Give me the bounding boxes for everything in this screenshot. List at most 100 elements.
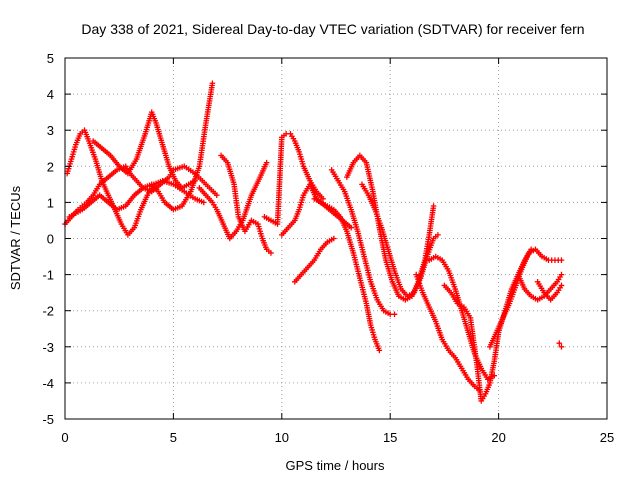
data-point <box>306 175 312 182</box>
data-point <box>556 340 563 346</box>
data-point <box>328 236 335 243</box>
x-tick-label: 5 <box>170 430 177 445</box>
data-point <box>354 226 360 232</box>
data-point <box>526 291 533 298</box>
x-tick-labels: 0 5 10 15 20 25 <box>61 430 614 445</box>
data-point <box>437 256 443 262</box>
data-point <box>328 205 335 212</box>
data-point <box>105 151 112 157</box>
data-point <box>371 204 377 211</box>
data-point <box>281 132 287 139</box>
y-tick-label: 3 <box>47 123 54 138</box>
data-point <box>335 212 342 218</box>
data-point <box>362 298 369 304</box>
data-point <box>198 198 205 205</box>
data-point <box>499 317 505 323</box>
data-point <box>212 204 219 211</box>
data-point <box>458 303 465 309</box>
data-point <box>70 211 77 218</box>
data-point <box>86 201 93 207</box>
data-point <box>252 220 259 226</box>
data-point <box>346 223 353 230</box>
data-point <box>369 186 376 193</box>
data-point <box>520 284 527 290</box>
data-point <box>130 194 136 200</box>
chart-title: Day 338 of 2021, Sidereal Day-to-day VTE… <box>81 21 584 37</box>
data-point <box>231 230 238 236</box>
data-point <box>543 256 550 262</box>
data-point <box>431 316 438 323</box>
data-point <box>334 175 340 182</box>
y-tick-label: 1 <box>47 195 54 210</box>
data-point <box>299 194 306 201</box>
data-point <box>379 305 386 312</box>
data-point <box>290 135 297 142</box>
data-point <box>295 146 302 153</box>
data-point <box>265 216 272 223</box>
data-point <box>132 158 139 164</box>
data-point <box>201 179 207 186</box>
data-point <box>451 283 458 290</box>
data-point <box>557 285 563 291</box>
data-point <box>247 219 253 226</box>
x-tick-label: 10 <box>275 430 289 445</box>
data-point <box>525 252 531 258</box>
data-point <box>258 233 265 239</box>
data-point <box>367 276 373 283</box>
data-point <box>265 248 272 254</box>
data-point <box>97 144 103 150</box>
data-point <box>512 284 518 291</box>
data-point <box>235 211 241 218</box>
data-point <box>195 165 202 172</box>
data-point <box>464 327 471 333</box>
data-point <box>444 266 451 272</box>
data-point <box>349 247 356 254</box>
data-point <box>343 226 349 233</box>
y-tick-label: -4 <box>42 376 54 391</box>
data-point <box>77 208 83 214</box>
data-point <box>67 158 74 165</box>
data-point <box>179 164 185 170</box>
data-point <box>384 244 391 250</box>
data-point <box>76 133 83 139</box>
data-point <box>397 283 404 290</box>
data-point <box>438 334 445 341</box>
data-point <box>283 226 290 233</box>
axis-ticks <box>64 57 608 420</box>
data-point <box>141 133 148 139</box>
data-point <box>537 251 544 258</box>
grid-lines <box>65 58 607 419</box>
data-point <box>129 226 136 233</box>
data-point <box>367 320 374 326</box>
x-tick-label: 20 <box>491 430 505 445</box>
data-point <box>432 233 439 240</box>
x-tick-label: 15 <box>383 430 397 445</box>
data-point <box>391 266 397 272</box>
data-point <box>132 176 138 182</box>
data-point <box>385 310 391 316</box>
y-tick-label: 2 <box>47 159 54 174</box>
data-point <box>508 288 514 295</box>
data-point <box>91 154 98 160</box>
data-point <box>223 158 229 164</box>
data-point <box>492 331 499 338</box>
x-tick-label: 0 <box>61 430 68 445</box>
data-point <box>557 274 563 280</box>
data-point <box>296 273 303 280</box>
data-point <box>470 381 476 388</box>
data-point <box>190 194 196 201</box>
data-point <box>153 186 160 193</box>
data-point <box>322 241 329 247</box>
data-point <box>315 198 322 204</box>
data-point <box>303 266 309 272</box>
data-point <box>219 219 226 225</box>
data-point <box>316 248 323 255</box>
data-point <box>138 186 145 193</box>
data-point <box>539 294 545 301</box>
y-tick-label: 5 <box>47 51 54 66</box>
y-tick-label: -5 <box>42 412 54 427</box>
data-point <box>409 291 415 297</box>
y-tick-label: -3 <box>42 340 54 355</box>
data-point <box>103 198 110 204</box>
data-point <box>322 202 328 208</box>
